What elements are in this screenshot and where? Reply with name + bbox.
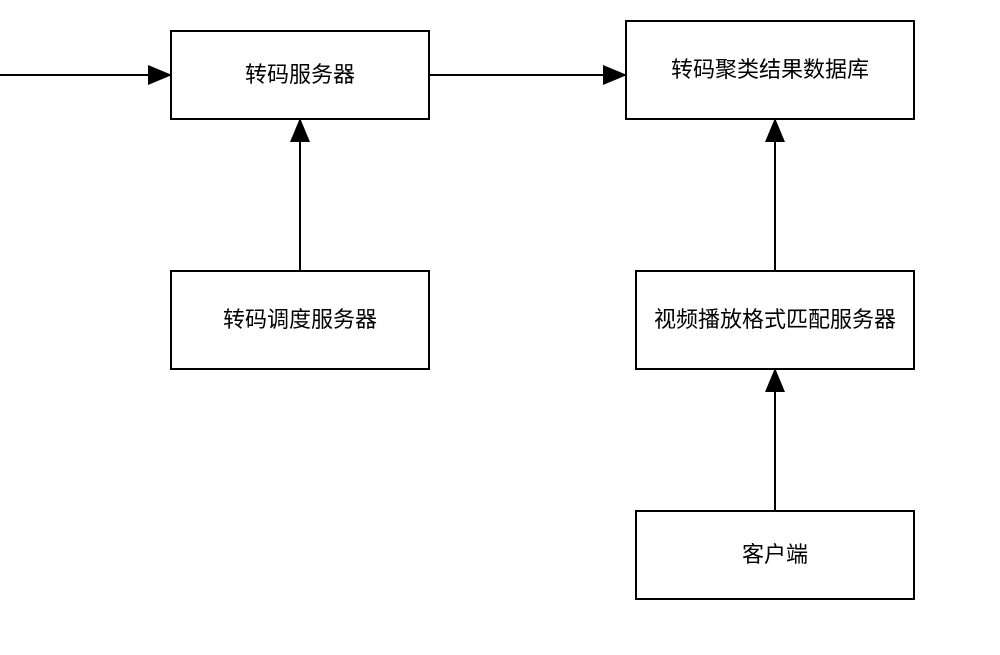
node-label: 视频播放格式匹配服务器 bbox=[654, 305, 896, 336]
node-label: 转码服务器 bbox=[245, 60, 355, 91]
node-label: 客户端 bbox=[742, 540, 808, 571]
node-label: 转码聚类结果数据库 bbox=[671, 55, 869, 86]
node-scheduling-server: 转码调度服务器 bbox=[170, 270, 430, 370]
node-client: 客户端 bbox=[635, 510, 915, 600]
node-transcode-server: 转码服务器 bbox=[170, 30, 430, 120]
node-clustering-db: 转码聚类结果数据库 bbox=[625, 20, 915, 120]
flowchart-diagram: 转码服务器 转码聚类结果数据库 转码调度服务器 视频播放格式匹配服务器 客户端 bbox=[0, 0, 1000, 655]
node-label: 转码调度服务器 bbox=[223, 305, 377, 336]
node-format-match-server: 视频播放格式匹配服务器 bbox=[635, 270, 915, 370]
